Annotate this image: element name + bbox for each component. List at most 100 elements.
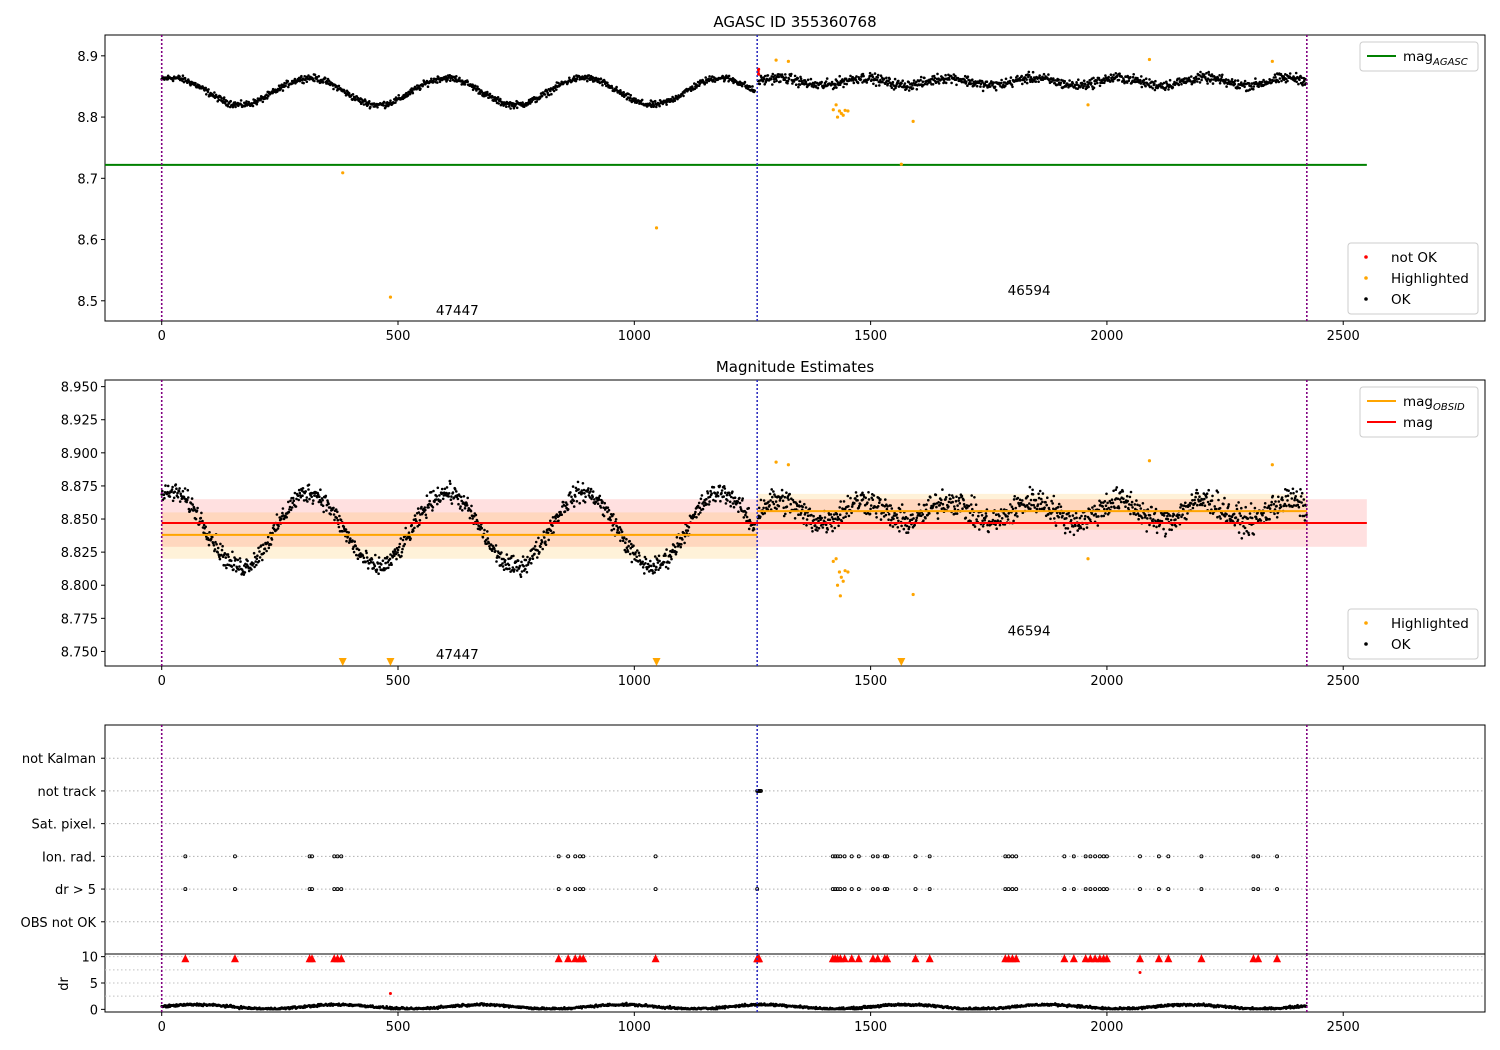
ok-point <box>386 555 389 559</box>
ok-point <box>816 86 820 90</box>
legend-label: Highlighted <box>1391 616 1469 632</box>
x-tick-label: 500 <box>386 329 411 344</box>
ok-point <box>1246 517 1250 520</box>
ok-point <box>929 496 932 499</box>
ok-point <box>938 504 941 507</box>
ok-point <box>708 75 711 78</box>
ok-point <box>676 97 679 101</box>
ok-point <box>936 80 940 83</box>
ok-point <box>895 513 898 516</box>
ok-point <box>1129 490 1133 494</box>
ok-point <box>455 490 458 493</box>
ok-point <box>1023 80 1027 84</box>
ok-point <box>1290 497 1294 500</box>
ok-point <box>174 483 178 486</box>
y-tick-label: 8.9 <box>77 50 98 65</box>
ok-point <box>830 525 833 528</box>
ok-point <box>1205 79 1209 83</box>
ok-point <box>1164 532 1168 536</box>
ok-point <box>234 570 238 573</box>
ok-point <box>549 519 552 523</box>
ok-point <box>787 498 790 501</box>
ok-point <box>494 549 497 553</box>
ok-point <box>771 83 774 86</box>
ok-point <box>533 545 537 548</box>
ok-point <box>798 83 802 86</box>
ok-point <box>411 89 414 93</box>
ok-point <box>1046 496 1049 500</box>
ok-point <box>887 512 891 516</box>
ok-point <box>186 498 189 502</box>
ok-point <box>302 499 306 502</box>
ok-point <box>655 565 658 569</box>
ok-point <box>607 508 611 512</box>
ok-point <box>1228 514 1231 518</box>
ok-point <box>640 98 644 102</box>
ok-point <box>1112 73 1115 77</box>
y-tick-label: 8.8 <box>77 111 98 126</box>
ok-point <box>971 513 975 517</box>
ok-point <box>497 556 501 559</box>
ok-point <box>736 500 740 503</box>
ok-point <box>224 556 228 559</box>
ok-point <box>1037 80 1040 83</box>
ok-point <box>780 73 784 76</box>
ok-point <box>784 73 787 76</box>
ok-point <box>664 565 668 569</box>
ok-point <box>650 564 653 568</box>
ok-point <box>171 79 175 83</box>
ok-point <box>281 89 285 92</box>
ok-point <box>552 531 555 534</box>
ok-point <box>1018 498 1022 502</box>
ok-point <box>217 98 221 102</box>
ok-point <box>798 500 802 504</box>
ok-point <box>675 550 678 554</box>
ok-point <box>1227 503 1231 506</box>
ok-point <box>906 531 910 534</box>
ok-point <box>666 567 670 570</box>
ok-point <box>897 519 900 523</box>
ok-point <box>474 84 477 88</box>
ok-point <box>1139 82 1143 85</box>
flag-point <box>1062 887 1067 892</box>
ok-point <box>632 544 635 547</box>
ok-point <box>305 496 309 499</box>
ok-point <box>503 559 507 562</box>
ok-point <box>812 514 815 518</box>
ok-point <box>912 517 915 520</box>
ok-point <box>1252 85 1256 88</box>
highlighted-point <box>834 557 838 561</box>
ok-point <box>788 492 791 496</box>
ok-point <box>923 76 926 80</box>
ok-point <box>205 93 208 96</box>
ok-point <box>261 558 264 562</box>
ok-point <box>886 82 890 85</box>
ok-point <box>1207 488 1210 492</box>
y-tick-label: 5 <box>90 977 98 992</box>
ok-point <box>832 86 836 90</box>
ok-point <box>572 505 576 508</box>
y-tick-label: 8.950 <box>61 381 98 396</box>
ok-point <box>810 513 813 517</box>
ok-point <box>258 550 261 553</box>
ok-point <box>267 546 271 550</box>
ok-point <box>772 502 776 506</box>
ok-point <box>458 76 461 80</box>
ok-point <box>1141 502 1145 505</box>
ok-point <box>1098 78 1101 82</box>
ok-point <box>246 559 249 563</box>
ok-point <box>358 100 362 104</box>
ok-point <box>828 518 832 522</box>
ok-point <box>1126 499 1129 503</box>
ok-point <box>1016 74 1019 78</box>
ok-point <box>626 550 630 553</box>
ok-point <box>266 94 270 98</box>
ok-point <box>922 519 925 522</box>
ok-point <box>723 487 727 490</box>
ok-point <box>337 84 341 88</box>
highlighted-point <box>837 109 842 113</box>
ok-point <box>297 498 301 502</box>
ok-point <box>257 559 261 563</box>
x-tick-label: 500 <box>386 674 411 689</box>
ok-point <box>298 491 302 495</box>
